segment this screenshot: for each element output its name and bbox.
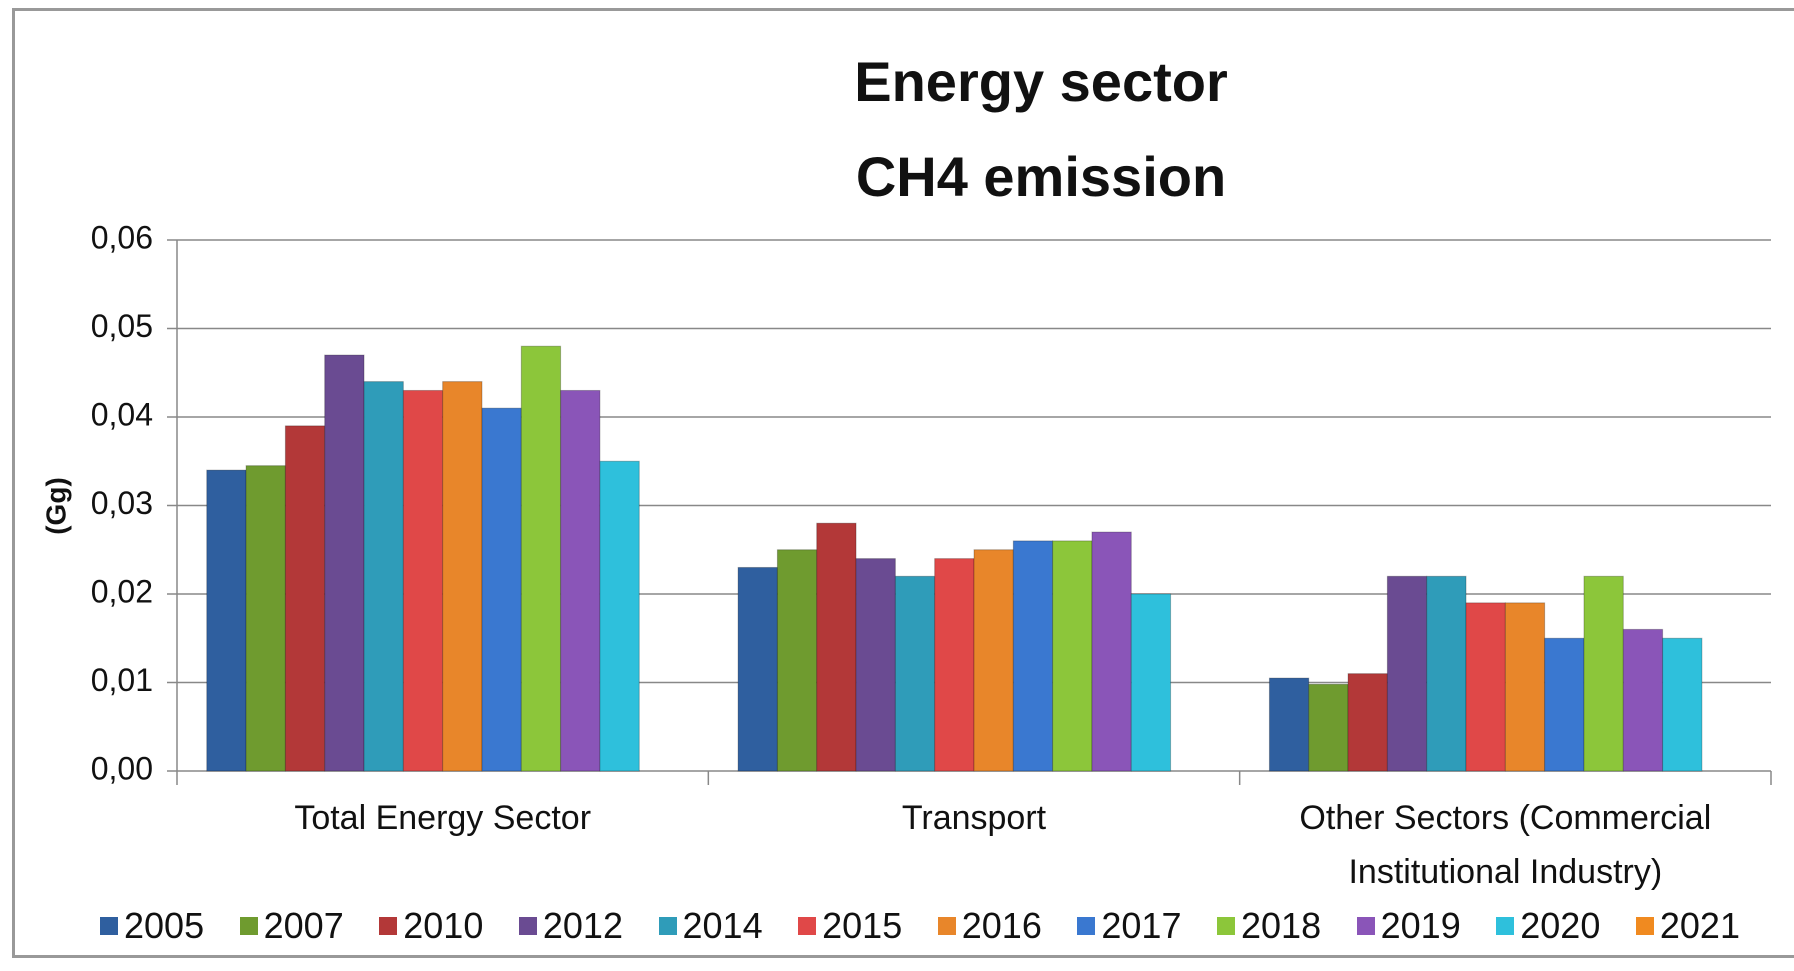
legend-label: 2012	[542, 905, 623, 946]
bar	[1130, 593, 1172, 772]
legend-item: 2019	[1356, 905, 1461, 947]
bar	[776, 549, 818, 772]
legend-item: 2015	[798, 905, 902, 947]
bar	[206, 469, 247, 772]
legend-label: 2020	[1520, 905, 1601, 946]
legend-swatch	[1635, 917, 1654, 935]
legend: 2005 2007 2010 2012 2014 2015 2016 2017 2018 2019…	[100, 905, 1740, 947]
bar	[1583, 575, 1624, 772]
legend-label: 2019	[1380, 905, 1461, 946]
y-axis-label: (Gg)	[40, 477, 71, 535]
x-tick-label: Transport	[901, 799, 1047, 837]
legend-label: 2015	[822, 905, 903, 946]
legend-swatch	[1496, 917, 1515, 935]
legend-label: 2007	[263, 905, 344, 946]
chart-subtitle: CH4 emission	[856, 145, 1226, 208]
legend-swatch	[379, 917, 398, 935]
bar	[442, 381, 483, 772]
legend-swatch	[1356, 917, 1375, 935]
bar	[1012, 540, 1054, 772]
legend-swatch	[937, 917, 956, 935]
chart-title: Energy sector	[854, 50, 1228, 113]
legend-item: 2018	[1217, 905, 1321, 947]
legend-item: 2010	[379, 905, 483, 947]
bar	[245, 465, 286, 772]
bar	[481, 407, 522, 772]
legend-swatch	[658, 917, 677, 935]
legend-swatch	[239, 917, 258, 935]
bar	[1504, 602, 1546, 772]
legend-item: 2005	[100, 905, 204, 947]
bar	[402, 389, 444, 772]
bar	[1662, 637, 1703, 772]
bar	[560, 389, 601, 772]
legend-item: 2017	[1077, 905, 1181, 947]
bar	[1386, 575, 1428, 772]
legend-swatch	[798, 917, 817, 935]
bar	[855, 558, 896, 772]
legend-item: 2016	[937, 905, 1042, 947]
legend-label: 2010	[403, 905, 484, 946]
bar	[1622, 628, 1664, 772]
legend-item: 2007	[239, 905, 344, 947]
bar	[1052, 540, 1093, 772]
legend-item: 2021	[1635, 905, 1740, 947]
legend-item: 2020	[1496, 905, 1600, 947]
bar	[1544, 637, 1585, 772]
x-tick-label: Other Sectors (Commercial Institutional …	[1299, 799, 1712, 891]
legend-label: 2014	[682, 905, 763, 946]
legend-item: 2012	[518, 905, 623, 947]
bar	[324, 354, 365, 772]
bar	[1308, 683, 1349, 772]
bar	[894, 575, 936, 772]
legend-swatch	[1077, 917, 1096, 935]
y-tick-label: 0,00	[91, 750, 153, 786]
legend-label: 2016	[961, 905, 1042, 946]
bar	[934, 558, 975, 772]
y-tick-label: 0,06	[91, 219, 153, 255]
bar	[737, 566, 778, 772]
bar	[520, 345, 562, 772]
frame	[12, 8, 1794, 958]
bar	[1091, 531, 1132, 772]
legend-swatch	[1217, 917, 1235, 935]
y-tick-label: 0,02	[91, 573, 153, 609]
x-tick-label: Total Energy Sector	[294, 799, 592, 837]
legend-label: 2017	[1101, 905, 1182, 946]
y-tick-label: 0,01	[91, 662, 153, 698]
bar	[284, 425, 326, 772]
bar	[816, 522, 857, 772]
bar	[1426, 575, 1467, 772]
legend-swatch	[518, 917, 537, 935]
legend-label: 2018	[1241, 905, 1322, 946]
bar	[363, 381, 404, 772]
legend-label: 2005	[124, 905, 205, 946]
bar	[973, 549, 1014, 772]
bar	[599, 460, 640, 772]
legend-swatch	[100, 917, 118, 935]
bar	[1347, 673, 1388, 772]
bar	[1268, 677, 1310, 772]
y-tick-label: 0,04	[91, 396, 153, 432]
legend-label: 2021	[1659, 905, 1740, 946]
y-tick-label: 0,03	[91, 485, 153, 521]
bar	[1465, 602, 1506, 772]
legend-item: 2014	[658, 905, 763, 947]
y-tick-label: 0,05	[91, 308, 153, 344]
